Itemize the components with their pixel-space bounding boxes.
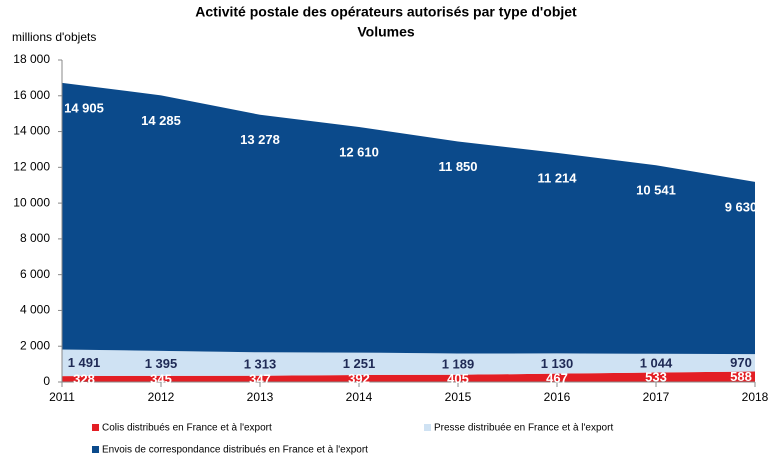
y-tick-label: 0 <box>43 374 50 388</box>
x-tick-label: 2013 <box>247 390 274 404</box>
y-tick-label: 6 000 <box>20 267 50 281</box>
legend-swatch <box>424 424 431 431</box>
y-tick-label: 12 000 <box>13 160 50 174</box>
value-label: 9 630 <box>725 199 758 214</box>
legend-label: Colis distribués en France et à l'export <box>102 423 272 434</box>
value-label: 1 313 <box>244 356 277 371</box>
value-label: 11 214 <box>537 170 577 185</box>
value-label: 1 491 <box>68 355 101 370</box>
x-tick-label: 2012 <box>148 390 175 404</box>
x-tick-label: 2016 <box>544 390 571 404</box>
y-tick-label: 14 000 <box>13 124 50 138</box>
legend-label: Envois de correspondance distribués en F… <box>102 445 368 456</box>
value-label: 1 189 <box>442 357 475 372</box>
value-label: 10 541 <box>636 183 676 198</box>
x-tick-label: 2017 <box>643 390 670 404</box>
y-tick-label: 2 000 <box>20 338 50 352</box>
y-tick-label: 8 000 <box>20 231 50 245</box>
chart-subtitle: Volumes <box>357 24 415 40</box>
x-tick-label: 2014 <box>346 390 373 404</box>
value-label: 588 <box>730 369 752 384</box>
value-label: 1 044 <box>640 356 673 371</box>
area <box>62 371 755 382</box>
x-tick-label: 2018 <box>742 390 769 404</box>
value-label: 467 <box>546 370 568 385</box>
y-tick-label: 16 000 <box>13 88 50 102</box>
value-label: 12 610 <box>339 144 379 159</box>
area <box>62 82 755 355</box>
value-label: 14 905 <box>64 100 104 115</box>
y-tick-label: 4 000 <box>20 303 50 317</box>
value-label: 1 130 <box>541 356 574 371</box>
y-axis-label: millions d'objets <box>12 30 96 44</box>
x-tick-label: 2011 <box>49 390 75 404</box>
value-label: 1 395 <box>145 356 178 371</box>
chart-title: Activité postale des opérateurs autorisé… <box>195 4 577 20</box>
y-tick-label: 18 000 <box>13 52 50 66</box>
value-label: 13 278 <box>240 132 280 147</box>
area <box>62 349 755 377</box>
value-label: 405 <box>447 371 469 386</box>
value-label: 392 <box>348 371 370 386</box>
y-tick-label: 10 000 <box>13 195 50 209</box>
value-label: 328 <box>73 372 95 387</box>
value-label: 970 <box>730 355 752 370</box>
value-label: 1 251 <box>343 356 376 371</box>
legend-swatch <box>92 446 99 453</box>
value-label: 11 850 <box>438 159 477 174</box>
value-label: 347 <box>249 371 271 386</box>
legend-label: Presse distribuée en France et à l'expor… <box>434 423 613 434</box>
value-label: 533 <box>645 370 667 385</box>
x-tick-label: 2015 <box>445 390 472 404</box>
legend-swatch <box>92 424 99 431</box>
value-label: 14 285 <box>141 113 181 128</box>
value-label: 345 <box>150 371 172 386</box>
